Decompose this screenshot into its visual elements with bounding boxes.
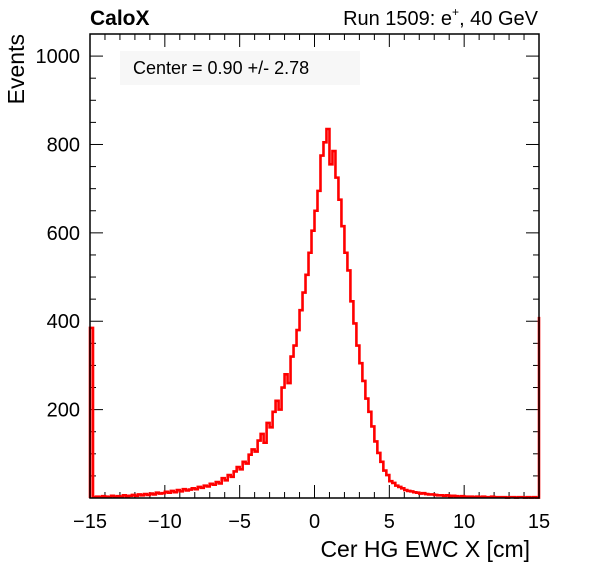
y-tick-label: 800 [47, 134, 80, 156]
x-tick-label: 5 [384, 511, 395, 533]
x-tick-label: 0 [309, 511, 320, 533]
x-tick-label: −10 [148, 511, 182, 533]
x-tick-label: −15 [73, 511, 107, 533]
x-tick-label: 10 [453, 511, 475, 533]
x-axis-title: Cer HG EWC X [cm] [320, 536, 530, 562]
axis-ticks: −15 −10 −5 0 5 10 15 200 400 600 800 1000 [36, 33, 550, 533]
stats-box-text: Center = 0.90 +/- 2.78 [133, 58, 309, 78]
run-label-sup: + [452, 5, 459, 19]
y-tick-label: 600 [47, 223, 80, 245]
experiment-label: CaloX [90, 7, 150, 30]
x-tick-label: −5 [228, 511, 251, 533]
y-tick-label: 400 [47, 311, 80, 333]
run-label-energy: , 40 GeV [459, 8, 539, 30]
data-layer [88, 127, 541, 499]
x-tick-label: 15 [528, 511, 550, 533]
run-label: Run 1509: e+, 40 GeV [343, 5, 539, 30]
y-tick-label: 1000 [36, 46, 81, 68]
y-axis-title: Events [3, 34, 29, 104]
stats-box-bg [120, 51, 360, 85]
plot-frame [89, 33, 540, 499]
y-tick-label: 200 [47, 400, 80, 422]
histogram-line [88, 127, 541, 499]
run-label-main: Run 1509: e [343, 8, 452, 30]
